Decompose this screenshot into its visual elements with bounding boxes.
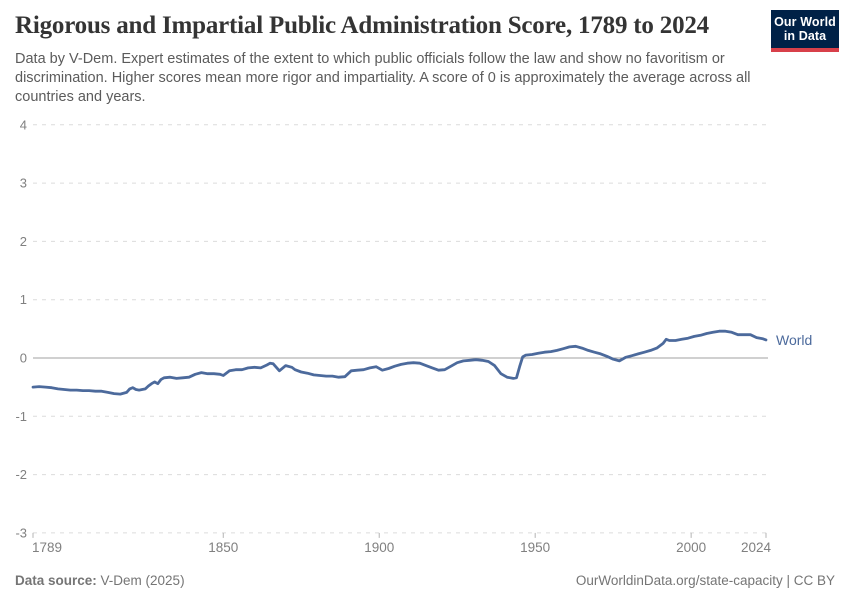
owid-logo[interactable]: Our World in Data — [771, 10, 839, 52]
owid-logo-line1: Our World — [774, 15, 836, 29]
y-axis-label-0: 0 — [20, 351, 27, 366]
page-title: Rigorous and Impartial Public Administra… — [15, 12, 709, 39]
y-axis-label-4: 4 — [20, 117, 27, 132]
x-axis-label-2024: 2024 — [741, 540, 772, 555]
chart-footer: Data source: V-Dem (2025) OurWorldinData… — [15, 573, 835, 588]
chart-subtitle: Data by V-Dem. Expert estimates of the e… — [15, 51, 751, 105]
y-axis-label--1: -1 — [15, 409, 27, 424]
series-label-world[interactable]: World — [776, 332, 813, 348]
y-axis-label-2: 2 — [20, 234, 27, 249]
data-source: Data source: V-Dem (2025) — [15, 573, 185, 588]
y-axis-label-1: 1 — [20, 292, 27, 307]
x-axis-label-1950: 1950 — [520, 540, 550, 555]
x-axis-label-2000: 2000 — [676, 540, 706, 555]
data-source-label: Data source: — [15, 573, 97, 588]
owid-logo-line2: in Data — [783, 29, 827, 43]
y-axis-label-3: 3 — [20, 176, 27, 191]
x-axis-label-1850: 1850 — [208, 540, 238, 555]
x-axis-label-1900: 1900 — [364, 540, 394, 555]
y-axis-label--3: -3 — [15, 525, 27, 540]
x-axis-label-1789: 1789 — [32, 540, 62, 555]
owid-url-license-link[interactable]: OurWorldinData.org/state-capacity | CC B… — [575, 573, 835, 588]
y-axis-label--2: -2 — [15, 467, 27, 482]
data-source-value: V-Dem (2025) — [96, 573, 185, 588]
world-series-line[interactable] — [31, 329, 768, 396]
